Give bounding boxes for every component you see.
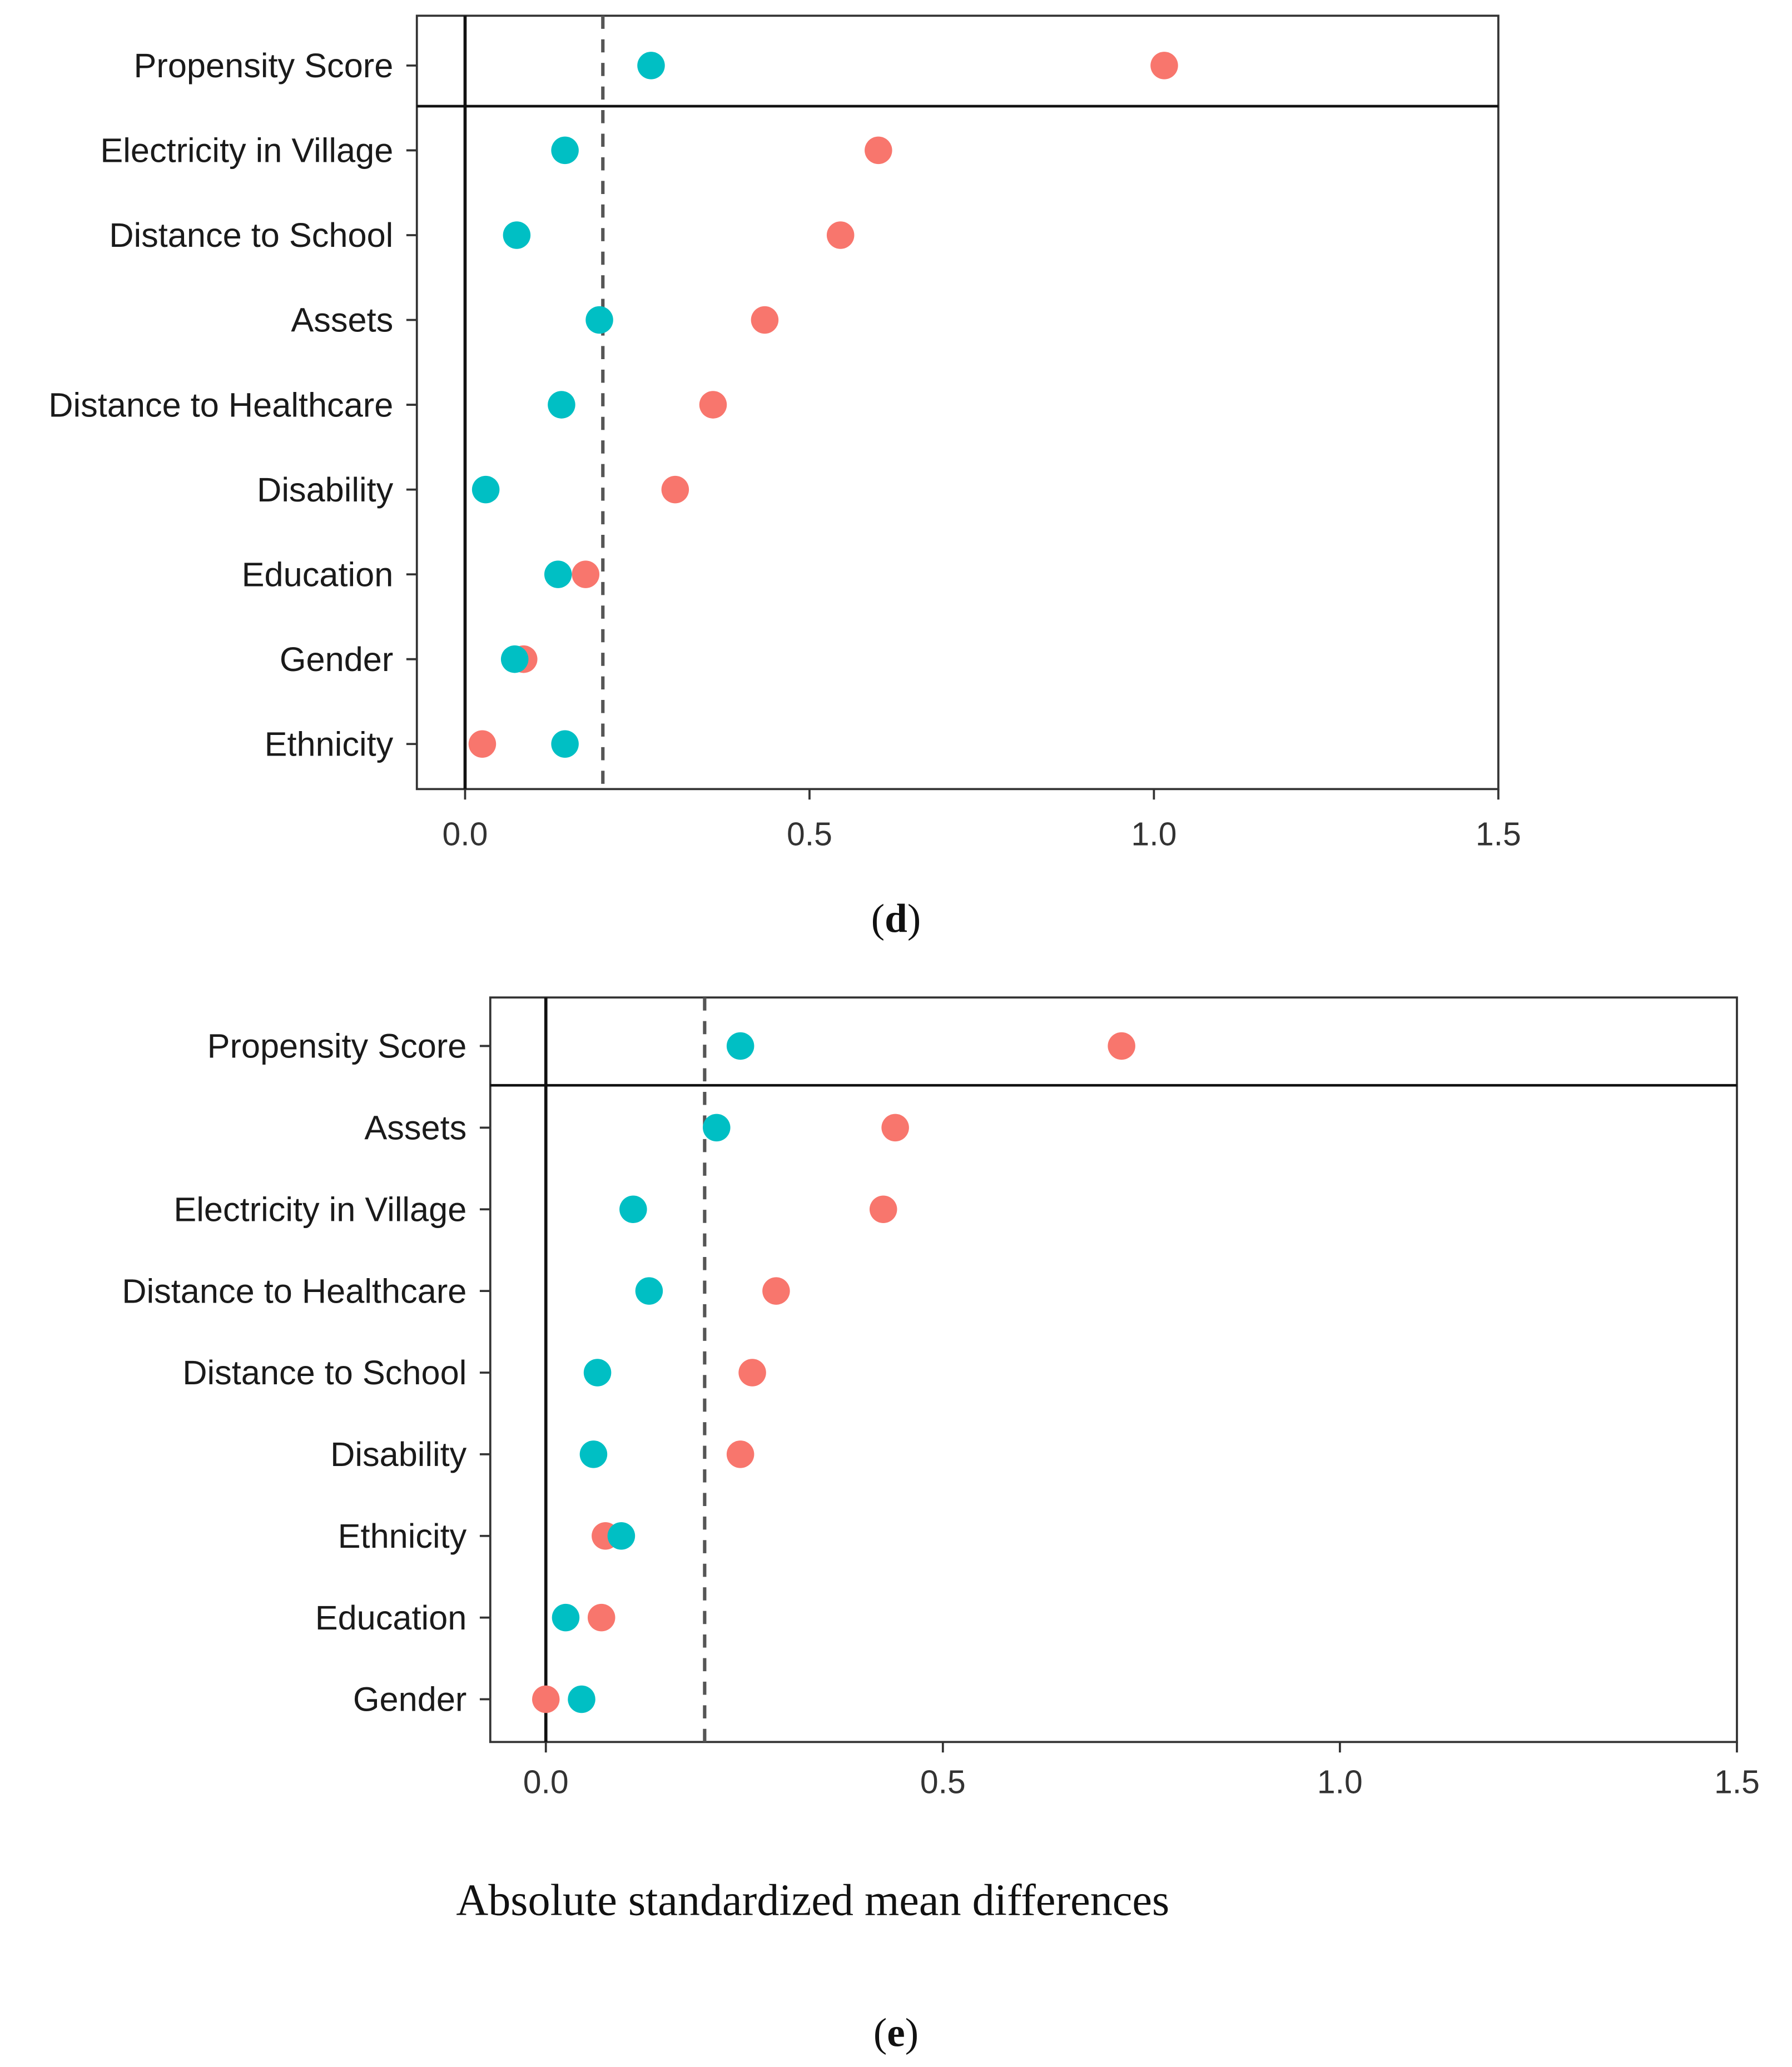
plot-frame-e	[489, 996, 1738, 1743]
y-label-e-distance-to-healthcare: Distance to Healthcare	[122, 1272, 466, 1310]
y-label-e-assets: Assets	[364, 1109, 466, 1147]
point-d-s1-gender	[500, 645, 529, 673]
y-label-d-assets: Assets	[291, 301, 393, 339]
plot-frame-d	[415, 14, 1500, 791]
point-e-s1-ethnicity	[607, 1522, 636, 1550]
y-label-e-propensity-score: Propensity Score	[207, 1027, 467, 1065]
y-label-d-education: Education	[242, 555, 394, 593]
point-e-s1-assets	[703, 1114, 731, 1142]
x-axis-title: Absolute standardized mean differences	[456, 1877, 1170, 1926]
x-tick-label-d-2: 1.0	[1131, 817, 1177, 853]
y-label-e-gender: Gender	[353, 1681, 466, 1718]
y-label-d-distance-to-school: Distance to School	[109, 216, 393, 254]
point-e-s0-gender	[532, 1685, 560, 1713]
x-tick-label-e-3: 1.5	[1714, 1764, 1760, 1800]
point-d-s1-education	[544, 560, 572, 588]
x-tick-label-e-0: 0.0	[523, 1764, 569, 1800]
y-label-d-gender: Gender	[280, 640, 393, 678]
point-e-s1-propensity-score	[726, 1032, 754, 1060]
y-label-d-distance-to-healthcare: Distance to Healthcare	[48, 386, 393, 424]
x-tick-label-d-0: 0.0	[443, 817, 488, 853]
point-e-s0-disability	[726, 1440, 754, 1468]
point-d-s1-electricity-in-village	[551, 136, 579, 165]
y-label-e-distance-to-school: Distance to School	[182, 1354, 466, 1392]
panel-caption-d: (d)	[871, 895, 921, 941]
point-e-s0-propensity-score	[1108, 1032, 1135, 1060]
point-d-s1-disability	[471, 475, 500, 504]
point-d-s0-education	[572, 560, 600, 588]
x-tick-label-d-3: 1.5	[1476, 817, 1521, 853]
point-d-s0-propensity-score	[1150, 52, 1178, 80]
point-d-s1-propensity-score	[637, 52, 665, 80]
point-e-s1-education	[552, 1603, 580, 1632]
point-d-s1-assets	[585, 306, 613, 334]
point-d-s1-distance-to-healthcare	[548, 391, 575, 419]
y-label-d-propensity-score: Propensity Score	[134, 47, 394, 85]
point-d-s0-distance-to-school	[826, 221, 855, 249]
y-label-e-ethnicity: Ethnicity	[338, 1517, 467, 1555]
panel-label-d: d	[885, 895, 907, 941]
point-d-s1-distance-to-school	[503, 221, 531, 249]
x-tick-label-d-1: 0.5	[787, 817, 832, 853]
chart-panel-d: 0.0 0.5 1.0 1.5 Propensity Score Electricity …	[48, 14, 1521, 853]
point-e-s0-distance-to-healthcare	[762, 1277, 790, 1305]
point-d-s1-ethnicity	[551, 730, 579, 758]
x-tick-label-e-2: 1.0	[1317, 1764, 1363, 1800]
point-e-s1-gender	[568, 1685, 595, 1713]
point-d-s0-assets	[751, 306, 779, 334]
y-label-e-electricity-in-village: Electricity in Village	[173, 1190, 466, 1228]
point-e-s1-electricity-in-village	[619, 1195, 647, 1223]
point-e-s0-distance-to-school	[738, 1359, 766, 1387]
point-d-s0-distance-to-healthcare	[699, 391, 727, 419]
point-e-s0-electricity-in-village	[869, 1195, 897, 1223]
point-d-s0-disability	[661, 475, 689, 504]
y-label-d-ethnicity: Ethnicity	[265, 725, 394, 763]
point-e-s0-assets	[881, 1114, 909, 1142]
y-label-e-disability: Disability	[330, 1435, 467, 1473]
x-tick-label-e-1: 0.5	[920, 1764, 966, 1800]
point-e-s1-disability	[579, 1440, 608, 1468]
chart-panel-e: 0.0 0.5 1.0 1.5 Propensity Score Assets Electr…	[122, 996, 1760, 1800]
y-label-d-electricity-in-village: Electricity in Village	[100, 132, 393, 170]
point-e-s1-distance-to-healthcare	[635, 1277, 663, 1305]
point-e-s1-distance-to-school	[583, 1359, 612, 1387]
panel-label-e: e	[887, 2009, 905, 2055]
panel-caption-e: (e)	[873, 2009, 919, 2055]
point-e-s0-education	[587, 1603, 615, 1632]
y-label-d-disability: Disability	[257, 471, 394, 509]
point-d-s0-electricity-in-village	[865, 136, 892, 165]
y-label-e-education: Education	[315, 1599, 467, 1637]
point-d-s0-ethnicity	[468, 730, 497, 758]
